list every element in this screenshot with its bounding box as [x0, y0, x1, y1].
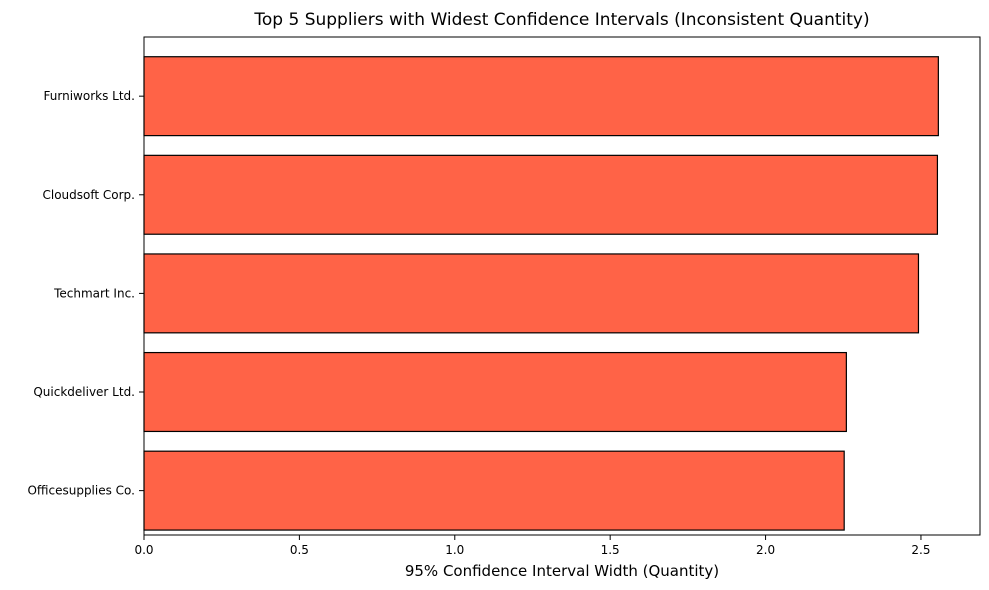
- y-tick-label: Techmart Inc.: [53, 286, 135, 300]
- bar: [143, 450, 845, 531]
- bar: [143, 351, 847, 433]
- y-tick-label: Cloudsoft Corp.: [43, 188, 136, 202]
- x-tick-label: 0.5: [290, 543, 309, 557]
- x-tick-label: 2.0: [756, 543, 775, 557]
- bar: [143, 154, 939, 235]
- x-tick-label: 1.0: [445, 543, 464, 557]
- y-tick-label: Quickdeliver Ltd.: [33, 385, 135, 399]
- chart-title: Top 5 Suppliers with Widest Confidence I…: [253, 10, 869, 30]
- y-tick-label: Furniworks Ltd.: [44, 89, 135, 103]
- bar: [143, 56, 939, 137]
- y-tick-label: Officesupplies Co.: [27, 484, 135, 498]
- x-tick-label: 1.5: [601, 543, 620, 557]
- plot-area: Furniworks Ltd. Cloudsoft Corp. Techmart I…: [27, 36, 981, 557]
- bar: [143, 253, 920, 334]
- x-axis-label: 95% Confidence Interval Width (Quantity): [405, 562, 719, 580]
- plot-frame: [143, 36, 981, 536]
- x-tick-label: 0.0: [134, 543, 153, 557]
- x-tick-label: 2.5: [911, 543, 930, 557]
